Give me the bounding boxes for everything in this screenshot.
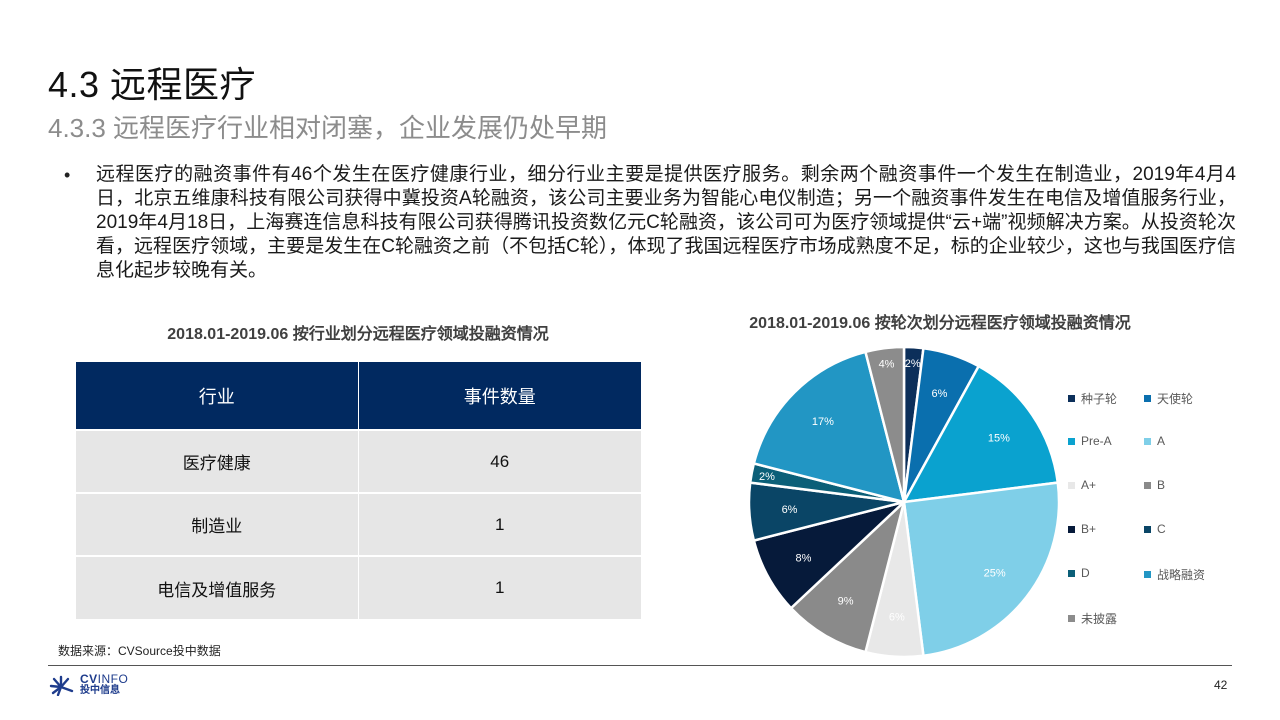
legend-label: 种子轮 bbox=[1081, 392, 1118, 406]
legend-item: Pre-A bbox=[1068, 434, 1112, 448]
legend-item: B bbox=[1144, 478, 1165, 492]
legend-label: 未披露 bbox=[1081, 612, 1118, 626]
legend-label: 天使轮 bbox=[1157, 392, 1194, 406]
header-count: 事件数量 bbox=[358, 362, 641, 430]
data-source: 数据来源：CVSource投中数据 bbox=[58, 644, 221, 658]
cell-industry: 医疗健康 bbox=[76, 429, 359, 493]
pie-slice-label: 2% bbox=[759, 471, 775, 483]
cell-count: 1 bbox=[358, 555, 641, 619]
pie-slice-label: 15% bbox=[988, 433, 1010, 445]
pie-slice-label: 9% bbox=[838, 596, 854, 608]
pie-slice-label: 17% bbox=[812, 416, 834, 428]
legend-label: A+ bbox=[1081, 478, 1097, 492]
pie-slice-label: 25% bbox=[984, 567, 1006, 579]
page-title: 4.3 远程医疗 bbox=[48, 64, 257, 105]
legend-label: B+ bbox=[1081, 522, 1097, 536]
cell-industry: 制造业 bbox=[76, 492, 359, 556]
logo-text-cv: CV bbox=[80, 672, 98, 686]
legend-item: 天使轮 bbox=[1144, 390, 1193, 407]
legend-swatch-icon bbox=[1144, 571, 1151, 578]
pie-slice-label: 6% bbox=[889, 611, 905, 623]
legend-swatch-icon bbox=[1068, 569, 1075, 577]
legend-label: B bbox=[1157, 478, 1166, 492]
cell-industry: 电信及增值服务 bbox=[76, 555, 359, 619]
legend-swatch-icon bbox=[1144, 481, 1151, 489]
table-header-row: 行业 事件数量 bbox=[76, 362, 641, 430]
page-number: 42 bbox=[1214, 678, 1228, 692]
legend-label: D bbox=[1081, 566, 1090, 580]
legend-swatch-icon bbox=[1068, 525, 1075, 533]
pie-slice bbox=[863, 345, 906, 503]
logo-text-info: INFO bbox=[97, 672, 129, 686]
table-title: 2018.01-2019.06 按行业划分远程医疗领域投融资情况 bbox=[167, 326, 549, 343]
legend-item: A bbox=[1144, 434, 1165, 448]
legend-item: B+ bbox=[1068, 522, 1096, 536]
bullet-paragraph: • 远程医疗的融资事件有46个发生在医疗健康行业，细分行业主要是提供医疗服务。剩… bbox=[64, 163, 1236, 283]
pie-slice bbox=[789, 498, 907, 654]
legend-swatch-icon bbox=[1144, 395, 1151, 402]
pie-slice bbox=[752, 350, 906, 504]
industry-table: 行业 事件数量 医疗健康 46 制造业 1 电信及增值服务 1 bbox=[76, 362, 641, 619]
pie-slice-label: 8% bbox=[796, 552, 812, 564]
table-row: 电信及增值服务 1 bbox=[76, 555, 641, 619]
legend-item: A+ bbox=[1068, 478, 1096, 492]
pie-slice bbox=[901, 364, 1060, 504]
page-subtitle: 4.3.3 远程医疗行业相对闭塞，企业发展仍处早期 bbox=[48, 113, 608, 143]
legend-label: 战略融资 bbox=[1157, 568, 1206, 582]
table-row: 医疗健康 46 bbox=[76, 429, 641, 493]
legend-label: Pre-A bbox=[1081, 434, 1112, 448]
legend-label: C bbox=[1157, 522, 1166, 536]
legend-item: 战略融资 bbox=[1144, 566, 1205, 583]
logo-text-cn: 投中信息 bbox=[80, 685, 120, 696]
cell-count: 1 bbox=[358, 492, 641, 556]
legend-item: 种子轮 bbox=[1068, 390, 1117, 407]
pie-slice-label: 6% bbox=[782, 504, 798, 516]
chart-title: 2018.01-2019.06 按轮次划分远程医疗领域投融资情况 bbox=[749, 315, 1131, 332]
legend-swatch-icon bbox=[1068, 395, 1075, 402]
table-row: 制造业 1 bbox=[76, 492, 641, 556]
pie-slice-label: 6% bbox=[931, 388, 947, 400]
header-industry: 行业 bbox=[76, 362, 359, 430]
legend-item: 未披露 bbox=[1068, 610, 1117, 627]
pie-slice-label: 4% bbox=[879, 359, 895, 371]
bullet-marker: • bbox=[64, 165, 71, 185]
pie-slice-label: 2% bbox=[905, 358, 921, 370]
legend-item: C bbox=[1144, 522, 1166, 536]
legend-swatch-icon bbox=[1144, 525, 1151, 533]
cell-count: 46 bbox=[358, 429, 641, 493]
logo-burst-icon bbox=[49, 675, 74, 696]
bullet-text: 远程医疗的融资事件有46个发生在医疗健康行业，细分行业主要是提供医疗服务。剩余两… bbox=[96, 164, 1236, 281]
legend-swatch-icon bbox=[1068, 615, 1075, 622]
pie-slice bbox=[902, 481, 1061, 658]
legend-swatch-icon bbox=[1068, 437, 1075, 445]
legend-swatch-icon bbox=[1068, 481, 1075, 489]
footer-divider bbox=[48, 665, 1232, 666]
legend-label: A bbox=[1157, 434, 1166, 448]
company-logo: CVINFO 投中信息 bbox=[48, 673, 128, 697]
legend-swatch-icon bbox=[1144, 437, 1151, 445]
legend-item: D bbox=[1068, 566, 1090, 580]
